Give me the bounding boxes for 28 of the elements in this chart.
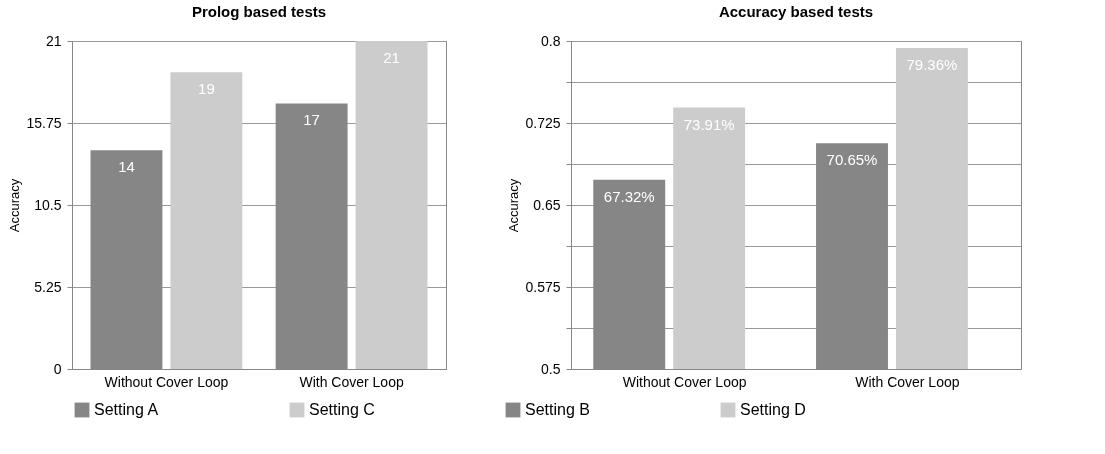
x-tick-label: With Cover Loop [299, 373, 404, 390]
y-tick-label: 5.25 [34, 278, 62, 295]
y-tick-label: 21 [45, 32, 62, 49]
x-tick-label: With Cover Loop [855, 373, 960, 390]
x-tick-label: Without Cover Loop [622, 373, 747, 390]
data-label: 17 [303, 111, 320, 129]
y-tick-label: 0.5 [541, 360, 561, 377]
bar [170, 72, 243, 369]
y-axis-title: Accuracy [506, 178, 522, 233]
legend-label: Setting C [309, 401, 375, 418]
y-tick-label: 10.5 [34, 196, 62, 213]
y-tick-label: 0.575 [525, 278, 561, 295]
legend-label: Setting A [94, 401, 159, 418]
y-tick-label: 0.65 [533, 196, 561, 213]
y-tick-label: 0.725 [525, 114, 561, 131]
chart-title: Accuracy based tests [718, 3, 874, 20]
x-tick-label: Without Cover Loop [104, 373, 229, 390]
bar [355, 41, 428, 369]
chart-title: Prolog based tests [191, 3, 327, 20]
data-label: 70.65% [826, 151, 878, 169]
data-label: 14 [118, 158, 135, 176]
y-tick-label: 0 [53, 360, 62, 377]
legend-label: Setting D [740, 401, 806, 418]
y-tick-label: 0.8 [541, 32, 561, 49]
data-label: 67.32% [603, 187, 655, 205]
y-tick-label: 15.75 [26, 114, 62, 131]
y-axis-title: Accuracy [7, 178, 23, 233]
series-label: Setting B [525, 401, 590, 418]
